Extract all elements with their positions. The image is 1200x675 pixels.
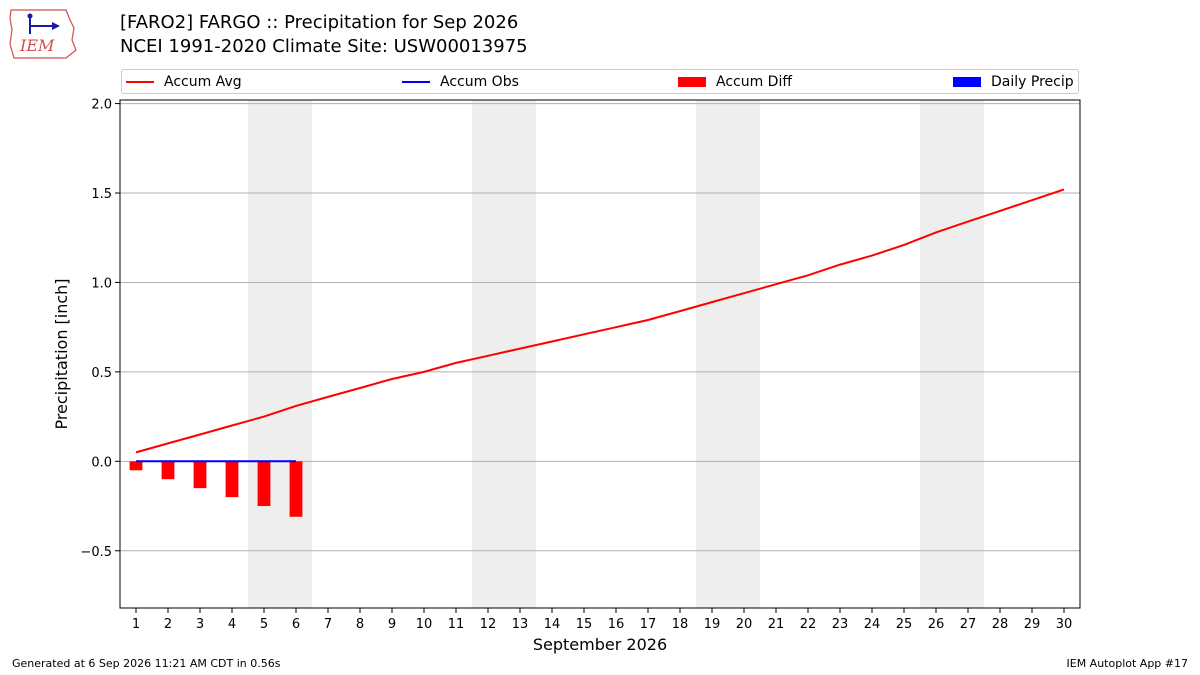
legend-label-accum-diff: Accum Diff — [716, 74, 793, 90]
x-tick-label-1: 1 — [132, 617, 140, 632]
x-tick-label-24: 24 — [864, 617, 881, 632]
legend-swatch-accum-obs — [402, 81, 430, 83]
chart-legend: Accum Avg Accum Obs Accum Diff Daily Pre… — [121, 69, 1079, 94]
legend-swatch-daily-precip — [953, 77, 981, 87]
x-tick-label-16: 16 — [608, 617, 625, 632]
legend-item-daily-precip: Daily Precip — [953, 73, 1074, 91]
x-tick-label-20: 20 — [736, 617, 753, 632]
legend-label-accum-avg: Accum Avg — [164, 74, 242, 90]
legend-item-accum-diff: Accum Diff — [678, 73, 792, 91]
x-tick-label-22: 22 — [800, 617, 817, 632]
y-tick-label-4: 1.5 — [91, 187, 112, 202]
legend-swatch-accum-avg — [126, 81, 154, 83]
diff-bar-day-2 — [161, 461, 175, 480]
diff-bar-day-1 — [129, 461, 143, 471]
diff-bar-day-4 — [225, 461, 239, 498]
legend-label-daily-precip: Daily Precip — [991, 74, 1074, 90]
x-tick-label-19: 19 — [704, 617, 721, 632]
y-axis-label: Precipitation [inch] — [52, 278, 71, 429]
plot-marks — [129, 188, 1065, 517]
x-tick-label-23: 23 — [832, 617, 849, 632]
x-tick-label-6: 6 — [292, 617, 300, 632]
legend-item-accum-avg: Accum Avg — [126, 73, 242, 91]
x-tick-label-28: 28 — [992, 617, 1009, 632]
x-tick-label-26: 26 — [928, 617, 945, 632]
x-tick-label-11: 11 — [448, 617, 465, 632]
legend-label-accum-obs: Accum Obs — [440, 74, 519, 90]
footer-generated-text: Generated at 6 Sep 2026 11:21 AM CDT in … — [12, 657, 281, 670]
weekend-shade-1 — [248, 100, 312, 608]
x-tick-label-5: 5 — [260, 617, 268, 632]
weekend-shade-2 — [472, 100, 536, 608]
x-tick-label-15: 15 — [576, 617, 593, 632]
y-tick-label-0: −0.5 — [80, 545, 112, 560]
x-tick-label-13: 13 — [512, 617, 529, 632]
y-tick-label-5: 2.0 — [91, 98, 112, 113]
x-tick-label-12: 12 — [480, 617, 497, 632]
chart-title: [FARO2] FARGO :: Precipitation for Sep 2… — [120, 12, 519, 33]
x-tick-label-25: 25 — [896, 617, 913, 632]
x-tick-label-30: 30 — [1056, 617, 1073, 632]
y-tick-label-1: 0.0 — [91, 455, 112, 470]
legend-item-accum-obs: Accum Obs — [402, 73, 519, 91]
x-tick-label-3: 3 — [196, 617, 204, 632]
footer-app-text: IEM Autoplot App #17 — [1066, 657, 1189, 670]
logo-text: IEM — [19, 36, 55, 55]
x-tick-label-2: 2 — [164, 617, 172, 632]
x-tick-label-27: 27 — [960, 617, 977, 632]
x-tick-label-7: 7 — [324, 617, 332, 632]
x-tick-label-8: 8 — [356, 617, 364, 632]
legend-swatch-accum-diff — [678, 77, 706, 87]
x-tick-label-14: 14 — [544, 617, 561, 632]
plot-axes: −0.50.00.51.01.52.01 2 3 4 5 6 7 8 9 10 11 12 13 14 15… — [80, 98, 1081, 632]
x-tick-label-29: 29 — [1024, 617, 1041, 632]
x-tick-label-21: 21 — [768, 617, 785, 632]
x-tick-label-10: 10 — [416, 617, 433, 632]
x-tick-label-18: 18 — [672, 617, 689, 632]
iem-logo: IEM — [9, 9, 77, 59]
x-tick-label-9: 9 — [388, 617, 396, 632]
diff-bar-day-5 — [257, 461, 271, 507]
plot-background — [248, 100, 984, 608]
chart-subtitle: NCEI 1991-2020 Climate Site: USW00013975 — [120, 36, 528, 57]
y-tick-label-3: 1.0 — [91, 276, 112, 291]
x-tick-label-4: 4 — [228, 617, 236, 632]
weekend-shade-3 — [696, 100, 760, 608]
x-tick-label-17: 17 — [640, 617, 657, 632]
plot-frame — [119, 99, 1081, 609]
weekend-shade-4 — [920, 100, 984, 608]
diff-bar-day-3 — [193, 461, 207, 489]
y-tick-label-2: 0.5 — [91, 366, 112, 381]
diff-bar-day-6 — [289, 461, 303, 517]
accum-avg-line — [135, 188, 1065, 454]
x-axis-label: September 2026 — [533, 635, 667, 654]
